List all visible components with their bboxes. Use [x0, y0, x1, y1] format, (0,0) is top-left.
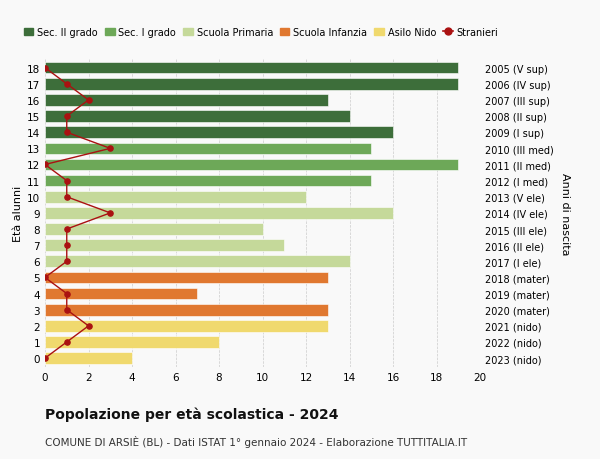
Legend: Sec. II grado, Sec. I grado, Scuola Primaria, Scuola Infanzia, Asilo Nido, Stran: Sec. II grado, Sec. I grado, Scuola Prim…: [24, 28, 499, 38]
Bar: [45, 304, 328, 316]
Bar: [45, 288, 197, 300]
Point: [62, 113, 71, 121]
Bar: [45, 320, 328, 332]
Point: [62, 129, 71, 137]
Point: [62, 258, 71, 265]
Point: [62, 306, 71, 313]
Point: [62, 81, 71, 88]
Bar: [45, 256, 349, 268]
Bar: [45, 272, 328, 284]
Point: [62, 242, 71, 249]
Bar: [45, 224, 263, 235]
Bar: [45, 240, 284, 252]
Point: [62, 178, 71, 185]
Text: COMUNE DI ARSIÈ (BL) - Dati ISTAT 1° gennaio 2024 - Elaborazione TUTTITALIA.IT: COMUNE DI ARSIÈ (BL) - Dati ISTAT 1° gen…: [45, 435, 467, 447]
Point: [106, 146, 115, 153]
Point: [62, 194, 71, 201]
Bar: [45, 143, 371, 155]
Bar: [45, 159, 458, 171]
Point: [40, 65, 50, 72]
Bar: [45, 127, 393, 139]
Point: [40, 355, 50, 362]
Bar: [45, 63, 458, 74]
Point: [106, 210, 115, 217]
Bar: [45, 207, 393, 219]
Bar: [45, 191, 306, 203]
Bar: [45, 95, 328, 106]
Point: [40, 274, 50, 281]
Y-axis label: Età alunni: Età alunni: [13, 185, 23, 241]
Point: [40, 162, 50, 169]
Bar: [45, 336, 219, 348]
Text: Popolazione per età scolastica - 2024: Popolazione per età scolastica - 2024: [45, 406, 338, 421]
Point: [84, 323, 94, 330]
Point: [62, 226, 71, 233]
Point: [62, 290, 71, 297]
Bar: [45, 79, 458, 90]
Point: [84, 97, 94, 104]
Bar: [45, 175, 371, 187]
Y-axis label: Anni di nascita: Anni di nascita: [560, 172, 570, 255]
Point: [62, 339, 71, 346]
Bar: [45, 353, 132, 364]
Bar: [45, 111, 349, 123]
